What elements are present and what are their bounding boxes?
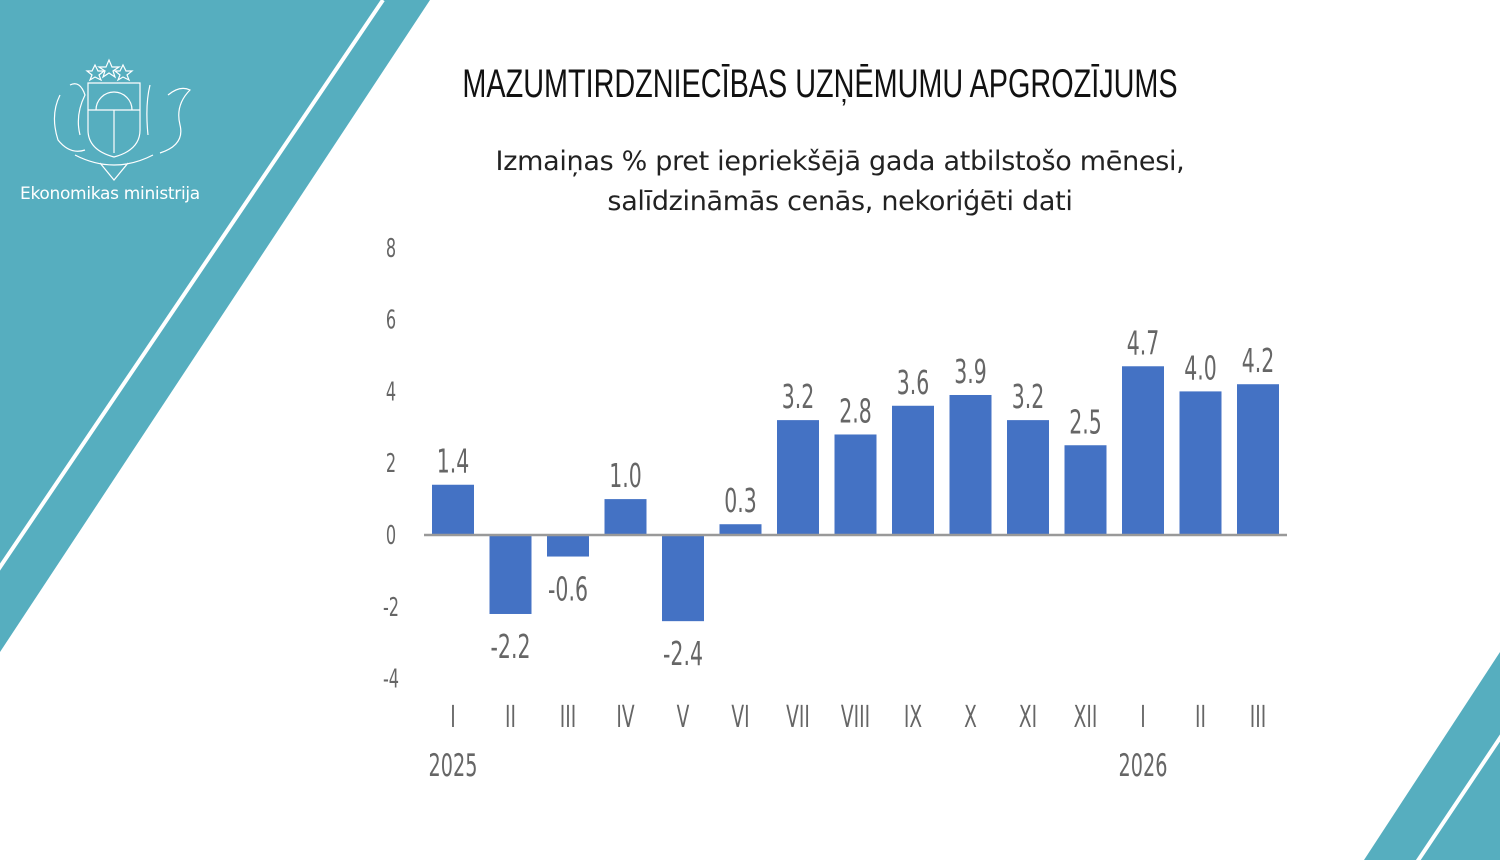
bar	[432, 484, 474, 535]
year-label: 2026	[1119, 748, 1168, 784]
x-tick-label: II	[505, 699, 516, 734]
x-tick-label: V	[677, 699, 690, 734]
data-label: 1.0	[609, 458, 642, 495]
data-label: 4.7	[1127, 325, 1160, 362]
x-tick-label: VIII	[841, 699, 870, 734]
bar	[892, 405, 934, 535]
chart-subtitle: Izmaiņas % pret iepriekšējā gada atbilst…	[420, 142, 1260, 222]
data-label: 4.2	[1242, 343, 1275, 380]
bar	[1237, 384, 1279, 535]
bar	[777, 420, 819, 535]
bar	[1064, 445, 1107, 535]
data-label: 2.8	[839, 394, 872, 431]
data-label: -0.6	[548, 572, 588, 609]
bar	[1179, 391, 1222, 535]
x-tick-label: III	[1250, 699, 1266, 734]
year-label: 2025	[429, 748, 478, 784]
bar	[949, 394, 992, 535]
y-tick-label: 0	[386, 521, 396, 551]
y-tick-label: 6	[386, 306, 396, 336]
bar	[547, 535, 589, 557]
bar	[662, 535, 704, 622]
x-tick-label: IX	[904, 699, 922, 734]
x-tick-label: VII	[786, 699, 810, 734]
data-label: 2.5	[1069, 404, 1102, 441]
data-label: 3.2	[1012, 379, 1045, 416]
white-stripe-bottom-right	[1415, 734, 1500, 860]
x-tick-label: I	[1140, 699, 1145, 734]
y-tick-label: -2	[383, 593, 399, 623]
data-label: -2.4	[663, 636, 703, 673]
teal-band-top-left	[0, 0, 430, 652]
y-tick-label: 2	[386, 449, 396, 479]
teal-band-bottom-right	[1364, 652, 1500, 860]
bar	[489, 535, 532, 614]
y-tick-label: 4	[386, 378, 396, 408]
bar	[1122, 366, 1164, 535]
x-tick-label: II	[1195, 699, 1206, 734]
y-tick-label: 8	[386, 234, 396, 264]
white-stripe-top-left	[0, 0, 385, 571]
x-tick-label: X	[964, 699, 977, 734]
data-label: 3.2	[782, 379, 815, 416]
data-label: 3.9	[954, 354, 987, 391]
bar	[604, 499, 647, 535]
data-label: 3.6	[897, 365, 930, 402]
x-tick-label: I	[450, 699, 455, 734]
data-label: 4.0	[1184, 351, 1217, 388]
chart-title: MAZUMTIRDZNIECĪBAS UZŅĒMUMU APGROZĪJUMS	[462, 62, 1178, 106]
x-tick-label: XI	[1019, 699, 1037, 734]
x-tick-label: VI	[731, 699, 749, 734]
latvia-coat-of-arms-logo	[53, 58, 192, 181]
bar	[719, 524, 762, 535]
subtitle-line-1: Izmaiņas % pret iepriekšējā gada atbilst…	[495, 146, 1185, 177]
data-label: -2.2	[491, 629, 531, 666]
x-tick-label: XII	[1074, 699, 1098, 734]
x-tick-label: III	[560, 699, 576, 734]
y-tick-label: -4	[383, 665, 399, 695]
ministry-name: Ekonomikas ministrija	[20, 184, 200, 204]
subtitle-line-2: salīdzināmās cenās, nekoriģēti dati	[607, 186, 1073, 217]
data-label: 1.4	[437, 444, 470, 481]
bar	[834, 434, 877, 535]
data-label: 0.3	[724, 483, 757, 520]
x-tick-label: IV	[616, 699, 634, 734]
bar	[1007, 420, 1049, 535]
